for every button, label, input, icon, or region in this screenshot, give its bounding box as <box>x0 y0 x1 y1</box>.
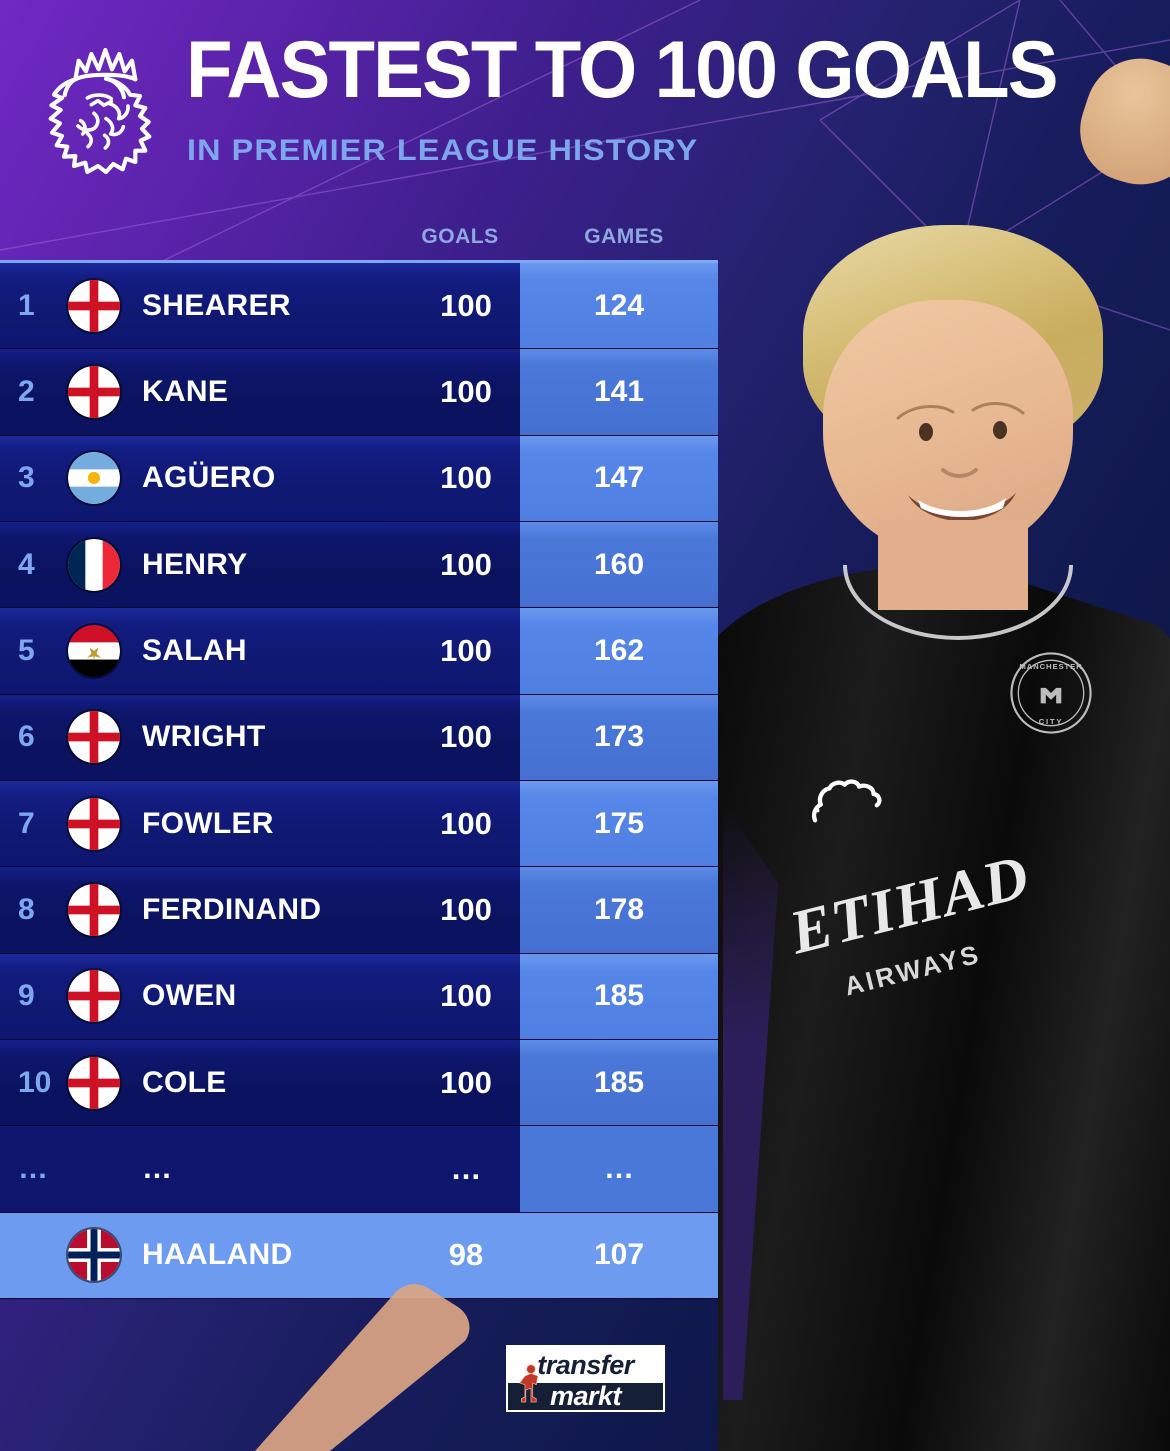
svg-text:MANCHESTER: MANCHESTER <box>1019 662 1082 671</box>
svg-text:CITY: CITY <box>1039 717 1064 726</box>
